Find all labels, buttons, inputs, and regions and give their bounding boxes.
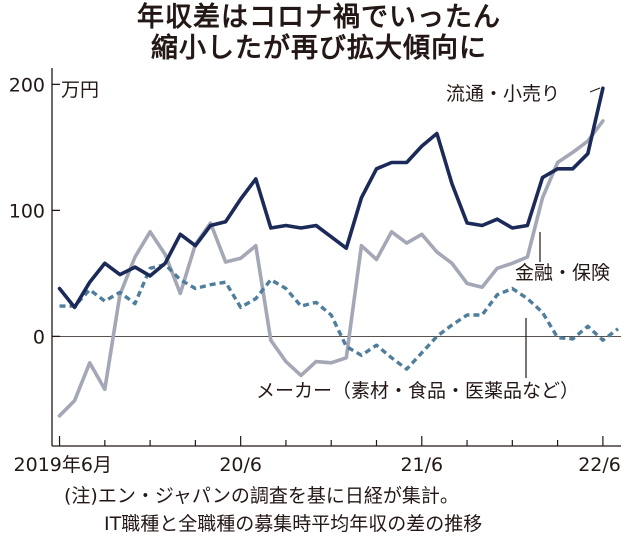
leader-line: [589, 87, 601, 93]
x-tick-label: 22/6: [578, 454, 621, 476]
series-label: 金融・保険: [515, 262, 610, 284]
source-note: (注)エン・ジャパンの調査を基に日経が集計。: [64, 485, 459, 507]
series-layer: [57, 86, 620, 418]
y-tick-label: 100: [9, 200, 45, 222]
x-tick-label: 21/6: [400, 454, 443, 476]
series-label: 流通・小売り: [446, 83, 560, 105]
chart-title-line-1: 年収差はコロナ禍でいったん: [137, 2, 501, 33]
x-tick-label: 20/6: [219, 454, 262, 476]
x-tick-label: 2019年6月: [14, 454, 112, 476]
y-unit-label: 万円: [61, 79, 99, 101]
y-tick-label: 200: [9, 74, 45, 96]
chart-title-line-2: 縮小したが再び拡大傾向に: [151, 33, 487, 64]
y-tick-label: 0: [33, 326, 45, 348]
series-line-0: [57, 86, 605, 310]
series-line-2: [59, 262, 620, 371]
chart-axes: 0 100 200 万円 2019年6月 20/6 21/6 22/6: [9, 68, 621, 476]
series-label: メーカー（素材・食品・医薬品など）: [256, 380, 579, 402]
series-line-1: [57, 119, 605, 418]
definition-note: IT職種と全職種の募集時平均年収の差の推移: [104, 513, 483, 535]
